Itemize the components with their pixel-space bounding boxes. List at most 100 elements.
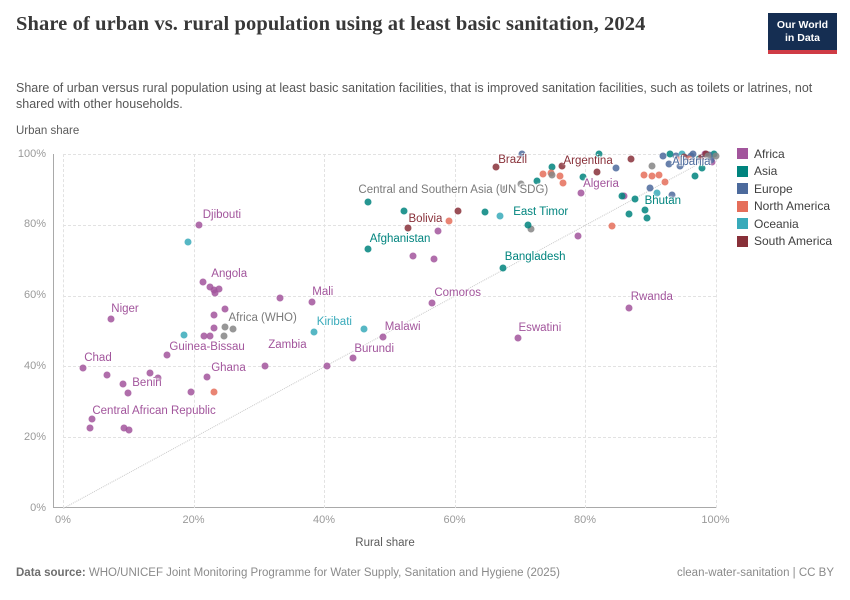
scatter-point[interactable] [648, 162, 656, 170]
scatter-point[interactable] [211, 289, 219, 297]
scatter-point[interactable] [704, 152, 712, 160]
scatter-point[interactable] [698, 164, 706, 172]
scatter-point[interactable] [430, 255, 438, 263]
scatter-point[interactable] [674, 156, 682, 164]
scatter-point[interactable] [524, 221, 532, 229]
legend-item[interactable]: Asia [737, 163, 832, 181]
scatter-point[interactable] [481, 208, 488, 216]
scatter-point[interactable] [539, 170, 547, 178]
scatter-point[interactable] [574, 232, 582, 240]
scatter-point[interactable] [428, 299, 436, 307]
point-label[interactable]: Albania [672, 155, 711, 168]
scatter-point[interactable] [434, 227, 442, 235]
scatter-point[interactable] [206, 332, 214, 340]
point-label[interactable]: Chad [84, 352, 112, 365]
scatter-point[interactable] [103, 371, 111, 379]
scatter-point[interactable] [124, 389, 132, 397]
scatter-point[interactable] [643, 214, 651, 222]
scatter-point[interactable] [492, 163, 500, 171]
point-label[interactable]: Kiribati [316, 315, 352, 328]
scatter-point[interactable] [517, 180, 525, 188]
scatter-point[interactable] [712, 152, 719, 160]
scatter-point[interactable] [409, 252, 417, 260]
scatter-point[interactable] [679, 159, 687, 167]
point-label[interactable]: Guinea-Bissau [169, 341, 245, 354]
scatter-point[interactable] [184, 238, 192, 246]
scatter-point[interactable] [559, 179, 567, 187]
scatter-point[interactable] [680, 153, 688, 161]
point-label[interactable]: Ghana [211, 362, 246, 375]
scatter-point[interactable] [210, 388, 218, 396]
scatter-point[interactable] [203, 373, 211, 381]
scatter-point[interactable] [154, 374, 162, 382]
scatter-point[interactable] [625, 304, 633, 312]
scatter-point[interactable] [86, 424, 94, 432]
point-label[interactable]: Benin [132, 376, 162, 389]
scatter-point[interactable] [665, 160, 673, 168]
point-label[interactable]: Afghanistan [369, 232, 431, 245]
scatter-point[interactable] [608, 222, 616, 230]
scatter-point[interactable] [229, 325, 237, 333]
point-label[interactable]: East Timor [513, 206, 569, 219]
scatter-point[interactable] [640, 171, 648, 179]
scatter-point[interactable] [655, 171, 663, 179]
scatter-point[interactable] [404, 224, 412, 232]
scatter-point[interactable] [595, 150, 603, 158]
scatter-point[interactable] [501, 185, 509, 193]
scatter-point[interactable] [533, 177, 541, 185]
point-label[interactable]: Africa (WHO) [228, 312, 297, 325]
point-label[interactable]: Niger [111, 302, 139, 315]
scatter-point[interactable] [349, 354, 357, 362]
scatter-point[interactable] [379, 333, 387, 341]
scatter-point[interactable] [518, 150, 526, 158]
scatter-point[interactable] [661, 178, 669, 186]
scatter-point[interactable] [593, 168, 601, 176]
scatter-point[interactable] [310, 328, 318, 336]
scatter-point[interactable] [308, 298, 316, 306]
scatter-point[interactable] [323, 362, 331, 370]
scatter-point[interactable] [548, 171, 556, 179]
scatter-point[interactable] [221, 305, 229, 313]
point-label[interactable]: Algeria [583, 177, 619, 190]
point-label[interactable]: Djibouti [202, 209, 242, 222]
point-label[interactable]: Argentina [563, 155, 613, 168]
scatter-point[interactable] [454, 207, 462, 215]
scatter-point[interactable] [676, 162, 684, 170]
point-label[interactable]: Bolivia [408, 212, 443, 225]
scatter-point[interactable] [180, 331, 188, 339]
scatter-point[interactable] [653, 189, 661, 197]
scatter-point[interactable] [558, 162, 565, 170]
scatter-point[interactable] [400, 207, 408, 215]
scatter-point[interactable] [261, 362, 269, 370]
scatter-point[interactable] [221, 323, 229, 331]
scatter-point[interactable] [220, 332, 227, 340]
point-label[interactable]: Burundi [354, 342, 394, 355]
scatter-point[interactable] [445, 217, 453, 225]
scatter-point[interactable] [107, 315, 115, 323]
scatter-point[interactable] [672, 152, 680, 160]
scatter-point[interactable] [199, 278, 207, 286]
scatter-point[interactable] [612, 164, 620, 172]
scatter-point[interactable] [514, 334, 522, 342]
legend-item[interactable]: Oceania [737, 215, 832, 233]
legend-item[interactable]: Europe [737, 180, 832, 198]
legend-item[interactable]: South America [737, 233, 832, 251]
point-label[interactable]: Bangladesh [504, 250, 566, 263]
scatter-point[interactable] [579, 173, 587, 181]
scatter-point[interactable] [210, 324, 218, 332]
scatter-point[interactable] [120, 424, 128, 432]
scatter-point[interactable] [79, 364, 87, 372]
owid-logo[interactable]: Our World in Data [768, 13, 837, 54]
scatter-point[interactable] [215, 285, 223, 293]
scatter-point[interactable] [210, 311, 218, 319]
scatter-point[interactable] [548, 163, 556, 171]
scatter-point[interactable] [360, 325, 368, 333]
scatter-point[interactable] [691, 172, 699, 180]
scatter-point[interactable] [648, 172, 656, 180]
point-label[interactable]: Rwanda [630, 290, 673, 303]
scatter-point[interactable] [125, 426, 133, 434]
scatter-point[interactable] [627, 155, 635, 163]
scatter-point[interactable] [88, 415, 96, 423]
scatter-point[interactable] [646, 184, 654, 192]
legend-item[interactable]: Africa [737, 145, 832, 163]
